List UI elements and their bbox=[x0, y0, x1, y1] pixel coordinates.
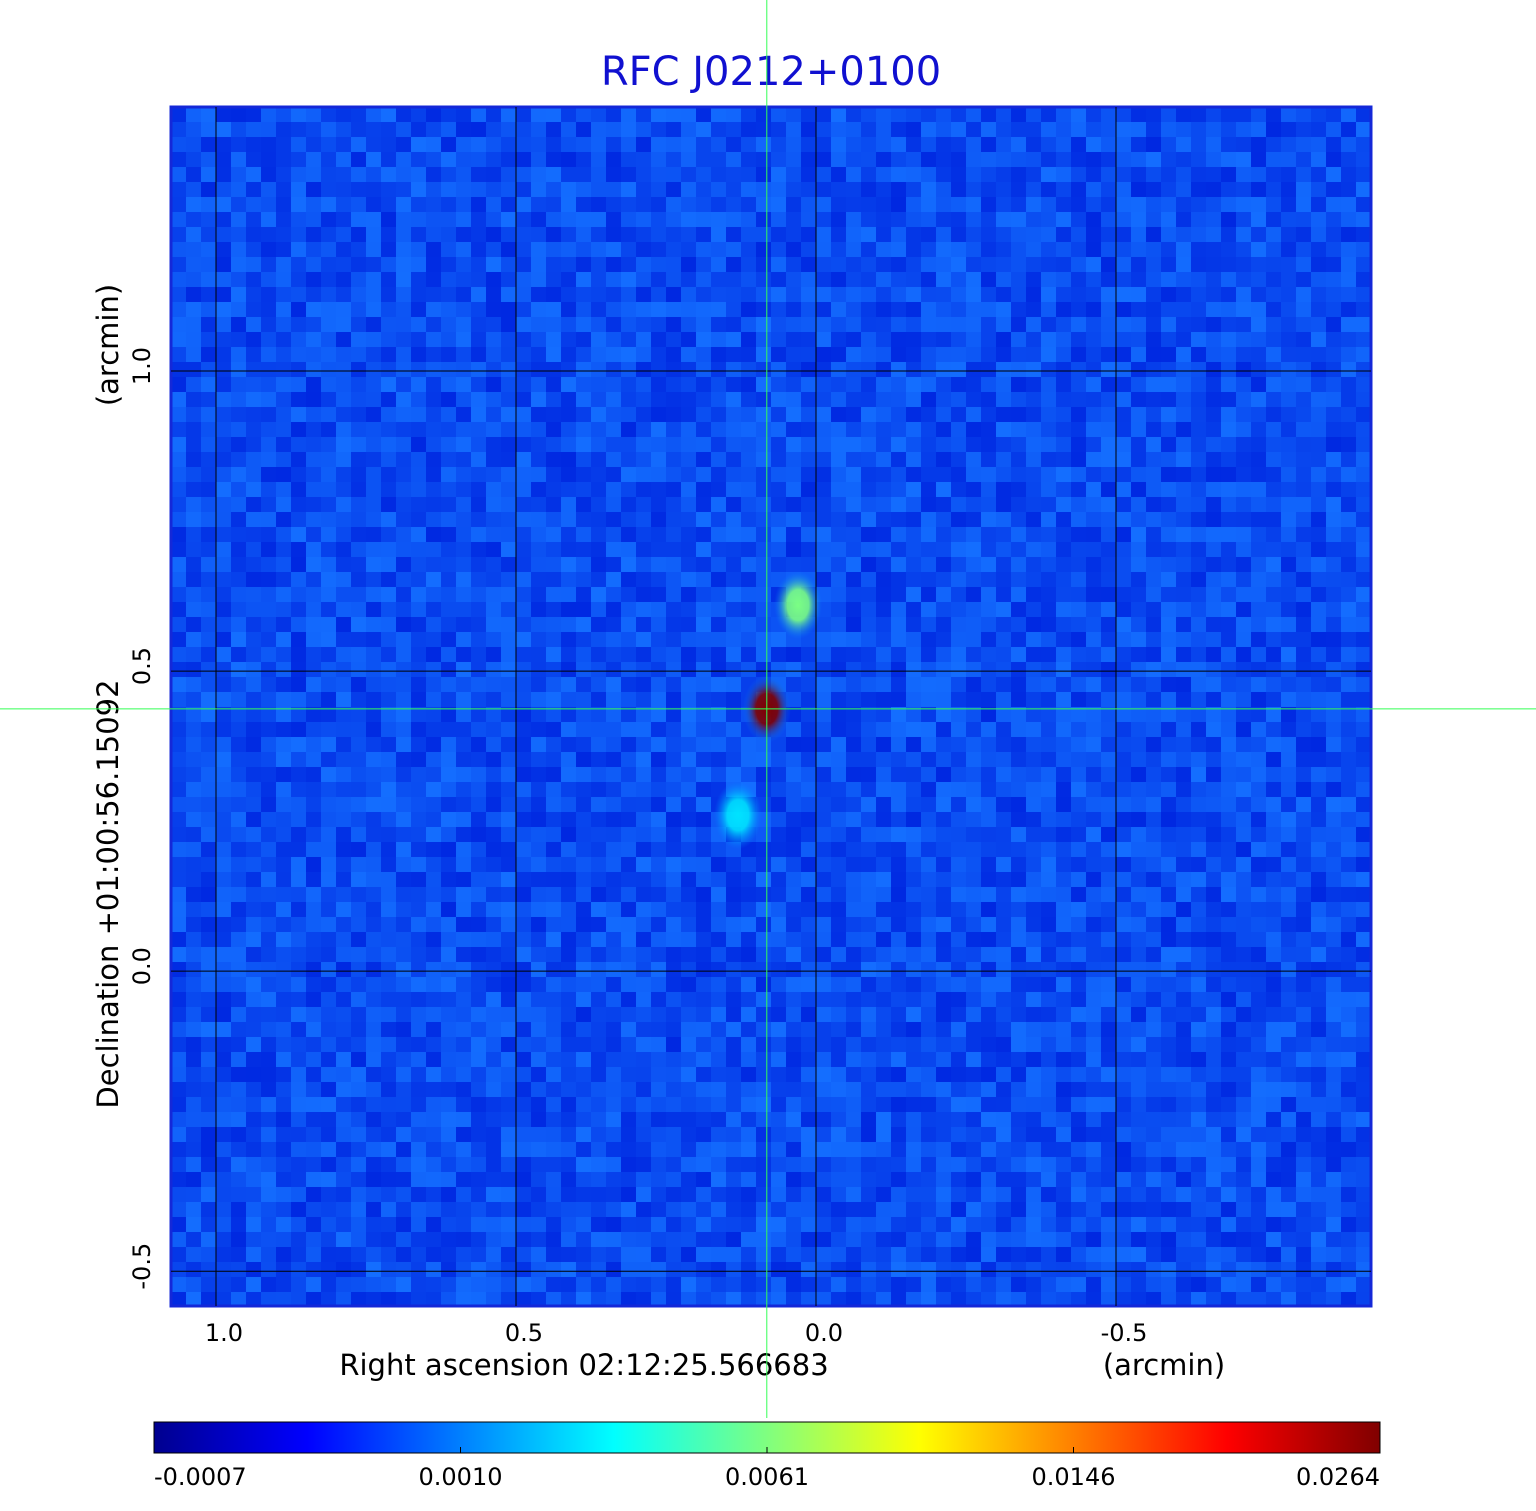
image-background bbox=[171, 107, 1371, 1306]
y-axis-unit: (arcmin) bbox=[91, 284, 125, 406]
image-sources bbox=[714, 571, 822, 850]
y-tick-label: 1.0 bbox=[128, 347, 156, 385]
y-axis-label: Declination +01:00:56.15092 bbox=[91, 679, 125, 1108]
plot-frame bbox=[169, 105, 1373, 1308]
x-tick-label: 1.0 bbox=[205, 1319, 243, 1347]
colorbar-tick-label: 0.0061 bbox=[725, 1463, 809, 1491]
colorbar-tick-label: 0.0146 bbox=[1032, 1463, 1116, 1491]
y-tick-label: 0.0 bbox=[128, 947, 156, 985]
source bbox=[774, 571, 822, 640]
x-axis-label: Right ascension 02:12:25.566683 bbox=[339, 1348, 828, 1382]
colorbar-tick-label: 0.0010 bbox=[419, 1463, 503, 1491]
x-tick-label: 0.5 bbox=[505, 1319, 543, 1347]
colorbar-tick-label: 0.0264 bbox=[1296, 1463, 1380, 1491]
y-tick-label: -0.5 bbox=[128, 1243, 156, 1290]
y-tick-label: 0.5 bbox=[128, 647, 156, 685]
colorbar-tick-label: -0.0007 bbox=[154, 1463, 247, 1491]
chart-title: RFC J0212+0100 bbox=[601, 49, 941, 95]
x-tick-label: 0.0 bbox=[805, 1319, 843, 1347]
x-tick-label: -0.5 bbox=[1101, 1319, 1148, 1347]
x-axis-unit: (arcmin) bbox=[1103, 1348, 1225, 1382]
source bbox=[714, 781, 762, 850]
